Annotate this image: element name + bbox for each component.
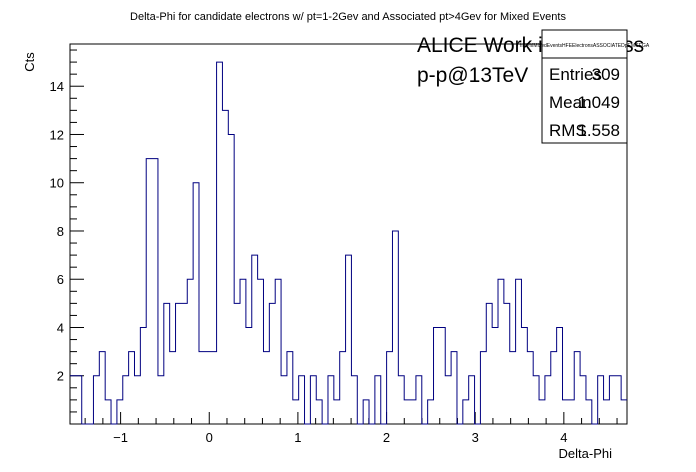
- x-tick-label: −1: [113, 430, 128, 445]
- stats-mean-label: Mean: [549, 93, 592, 112]
- stats-mean-value: 1.049: [577, 93, 620, 112]
- plot-frame: [69, 43, 628, 425]
- stats-entries-value: 309: [592, 65, 620, 84]
- stats-entries-label: Entries: [549, 65, 602, 84]
- stats-box: hDPhiMixedEventsHFEElectronsASSOCIATEDpE…: [520, 29, 650, 144]
- x-axis: −1 0 1 2 3 4: [84, 412, 618, 445]
- stats-rms-value: 1.558: [577, 121, 620, 140]
- stats-box-frame: [541, 29, 628, 144]
- x-axis-title: Delta-Phi: [559, 446, 613, 461]
- x-tick-label: 1: [294, 430, 301, 445]
- y-tick-label: 6: [57, 272, 64, 287]
- stats-box-name: hDPhiMixedEventsHFEElectronsASSOCIATEDpE…: [520, 43, 650, 49]
- y-tick-label: 2: [57, 369, 64, 384]
- x-tick-label: 4: [560, 430, 567, 445]
- x-tick-label: 3: [472, 430, 479, 445]
- x-tick-label: 2: [383, 430, 390, 445]
- y-axis: 2 4 6 8 10 12 14: [50, 49, 84, 425]
- y-axis-title: Cts: [22, 52, 37, 72]
- stats-rms-label: RMS: [549, 121, 587, 140]
- collision-system-label: p-p@13TeV: [417, 64, 528, 87]
- y-tick-label: 8: [57, 224, 64, 239]
- y-tick-label: 4: [57, 320, 64, 335]
- chart-title: Delta-Phi for candidate electrons w/ pt=…: [130, 11, 566, 23]
- y-tick-label: 12: [50, 127, 64, 142]
- histogram-series-line: [70, 61, 627, 425]
- y-tick-label: 10: [50, 176, 64, 191]
- y-tick-label: 14: [50, 79, 64, 94]
- x-tick-label: 0: [206, 430, 213, 445]
